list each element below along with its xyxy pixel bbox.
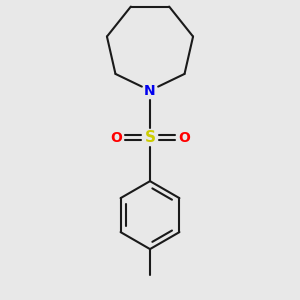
Text: O: O xyxy=(110,130,122,145)
Text: O: O xyxy=(178,130,190,145)
Text: S: S xyxy=(145,130,155,145)
Text: N: N xyxy=(144,83,156,98)
